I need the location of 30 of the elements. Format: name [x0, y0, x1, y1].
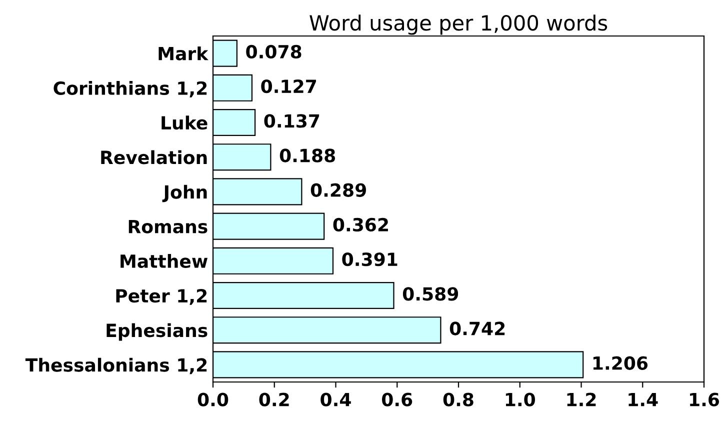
y-tick-label: Thessalonians 1,2	[25, 358, 207, 374]
data-label: 0.589	[402, 287, 458, 301]
x-tick-label: 1.4	[628, 392, 658, 406]
y-tick-label: John	[162, 184, 207, 202]
y-tick-label: Luke	[162, 116, 208, 130]
x-tick-label: 0.6	[382, 392, 412, 406]
y-tick-label: Matthew	[120, 254, 208, 268]
x-tick-label: 0.4	[320, 392, 351, 406]
y-tick-label: Peter 1,2	[116, 288, 207, 305]
data-label: 0.362	[333, 218, 388, 232]
y-tick-label: Romans	[128, 220, 208, 234]
y-tick-label: Ephesians	[106, 323, 208, 341]
data-label: 1.206	[593, 356, 648, 370]
y-tick-label: Revelation	[101, 150, 207, 164]
x-tick-label: 0.8	[443, 392, 474, 406]
data-label: 0.289	[310, 183, 366, 197]
x-tick-label: 1.2	[567, 392, 596, 406]
y-tick-label: Corinthians 1,2	[54, 81, 207, 98]
x-tick-label: 0.2	[259, 392, 289, 406]
x-tick-label: 1.0	[506, 392, 536, 406]
y-tick-label: Mark	[158, 46, 208, 60]
data-label: 0.391	[342, 252, 398, 266]
x-tick-label: 0.0	[198, 392, 228, 406]
data-label: 0.188	[280, 148, 336, 162]
data-label: 0.127	[261, 79, 316, 94]
data-label: 0.078	[246, 44, 302, 59]
data-label: 0.742	[450, 322, 505, 336]
chart-title: Word usage per 1,000 words	[310, 14, 608, 35]
data-label: 0.137	[264, 114, 320, 128]
x-tick-label: 1.6	[690, 392, 720, 406]
